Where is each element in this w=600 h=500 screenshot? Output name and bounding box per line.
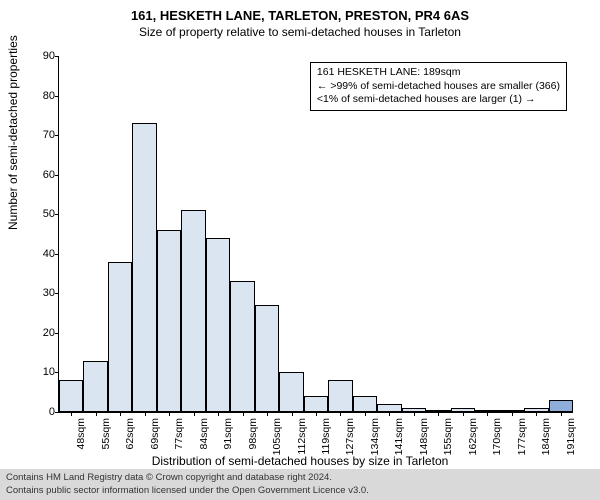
x-tick-label: 105sqm: [271, 418, 283, 455]
y-tick-label: 30: [25, 287, 59, 299]
footer-line-1: Contains HM Land Registry data © Crown c…: [6, 472, 594, 484]
x-tick-label: 134sqm: [369, 418, 381, 455]
x-tick-mark: [120, 412, 121, 416]
plot-area: 010203040506070809048sqm55sqm62sqm69sqm7…: [58, 56, 573, 413]
histogram-bar: [132, 123, 156, 412]
y-tick-mark: [55, 254, 59, 255]
x-tick-mark: [365, 412, 366, 416]
x-tick-label: 84sqm: [198, 418, 210, 450]
y-tick-mark: [55, 214, 59, 215]
y-tick-label: 90: [25, 50, 59, 62]
x-tick-label: 48sqm: [75, 418, 87, 450]
x-tick-label: 112sqm: [296, 418, 308, 455]
histogram-bar: [59, 380, 83, 412]
x-axis-label: Distribution of semi-detached houses by …: [0, 454, 600, 468]
x-tick-label: 170sqm: [491, 418, 503, 455]
chart-container: { "titles": { "main": "161, HESKETH LANE…: [0, 0, 600, 500]
histogram-bar: [108, 262, 132, 412]
y-tick-mark: [55, 135, 59, 136]
y-tick-mark: [55, 412, 59, 413]
histogram-bar: [230, 281, 254, 412]
x-tick-mark: [316, 412, 317, 416]
y-tick-label: 70: [25, 129, 59, 141]
x-tick-label: 148sqm: [418, 418, 430, 455]
y-tick-label: 20: [25, 327, 59, 339]
x-tick-label: 119sqm: [320, 418, 332, 455]
histogram-bar: [304, 396, 328, 412]
y-tick-mark: [55, 56, 59, 57]
x-tick-mark: [438, 412, 439, 416]
y-tick-mark: [55, 372, 59, 373]
histogram-bar: [181, 210, 205, 412]
x-tick-label: 55sqm: [100, 418, 112, 450]
x-tick-label: 141sqm: [393, 418, 405, 455]
x-tick-mark: [487, 412, 488, 416]
x-tick-label: 91sqm: [222, 418, 234, 450]
x-tick-mark: [243, 412, 244, 416]
x-tick-mark: [292, 412, 293, 416]
histogram-bar: [279, 372, 303, 412]
x-tick-mark: [96, 412, 97, 416]
y-tick-label: 10: [25, 366, 59, 378]
y-tick-mark: [55, 175, 59, 176]
x-tick-label: 127sqm: [344, 418, 356, 455]
x-tick-mark: [561, 412, 562, 416]
histogram-bar: [451, 408, 475, 412]
x-tick-mark: [169, 412, 170, 416]
y-axis-label: Number of semi-detached properties: [6, 35, 20, 230]
x-tick-label: 62sqm: [124, 418, 136, 450]
histogram-bar: [426, 410, 450, 412]
histogram-bar: [328, 380, 352, 412]
x-tick-mark: [71, 412, 72, 416]
histogram-bar: [157, 230, 181, 412]
x-tick-mark: [218, 412, 219, 416]
annotation-line2: ← >99% of semi-detached houses are small…: [317, 80, 560, 94]
x-tick-mark: [340, 412, 341, 416]
chart-title-main: 161, HESKETH LANE, TARLETON, PRESTON, PR…: [0, 0, 600, 23]
histogram-bar: [377, 404, 401, 412]
x-tick-label: 155sqm: [442, 418, 454, 455]
annotation-line1: 161 HESKETH LANE: 189sqm: [317, 66, 560, 80]
x-tick-mark: [536, 412, 537, 416]
histogram-bar-highlight: [549, 400, 573, 412]
histogram-bar: [255, 305, 279, 412]
x-tick-label: 162sqm: [467, 418, 479, 455]
x-tick-label: 191sqm: [565, 418, 577, 455]
x-tick-mark: [389, 412, 390, 416]
y-tick-mark: [55, 293, 59, 294]
histogram-bar: [206, 238, 230, 412]
chart-title-sub: Size of property relative to semi-detach…: [0, 23, 600, 39]
y-tick-label: 80: [25, 90, 59, 102]
footer-line-2: Contains public sector information licen…: [6, 485, 594, 497]
histogram-bar: [402, 408, 426, 412]
x-tick-mark: [194, 412, 195, 416]
y-tick-label: 60: [25, 169, 59, 181]
x-tick-mark: [414, 412, 415, 416]
x-tick-label: 184sqm: [540, 418, 552, 455]
annotation-box: 161 HESKETH LANE: 189sqm← >99% of semi-d…: [310, 62, 567, 111]
y-tick-mark: [55, 333, 59, 334]
x-tick-label: 98sqm: [247, 418, 259, 450]
x-tick-mark: [145, 412, 146, 416]
histogram-bar: [83, 361, 107, 412]
x-tick-mark: [463, 412, 464, 416]
histogram-bar: [500, 410, 524, 412]
histogram-bar: [475, 410, 499, 412]
y-tick-label: 0: [25, 406, 59, 418]
x-tick-mark: [512, 412, 513, 416]
x-tick-mark: [267, 412, 268, 416]
x-tick-label: 77sqm: [173, 418, 185, 450]
y-tick-label: 50: [25, 208, 59, 220]
x-tick-label: 177sqm: [516, 418, 528, 455]
x-tick-label: 69sqm: [149, 418, 161, 450]
histogram-bar: [524, 408, 548, 412]
histogram-bar: [353, 396, 377, 412]
y-tick-mark: [55, 96, 59, 97]
annotation-line3: <1% of semi-detached houses are larger (…: [317, 93, 560, 107]
y-tick-label: 40: [25, 248, 59, 260]
chart-footer: Contains HM Land Registry data © Crown c…: [0, 469, 600, 500]
